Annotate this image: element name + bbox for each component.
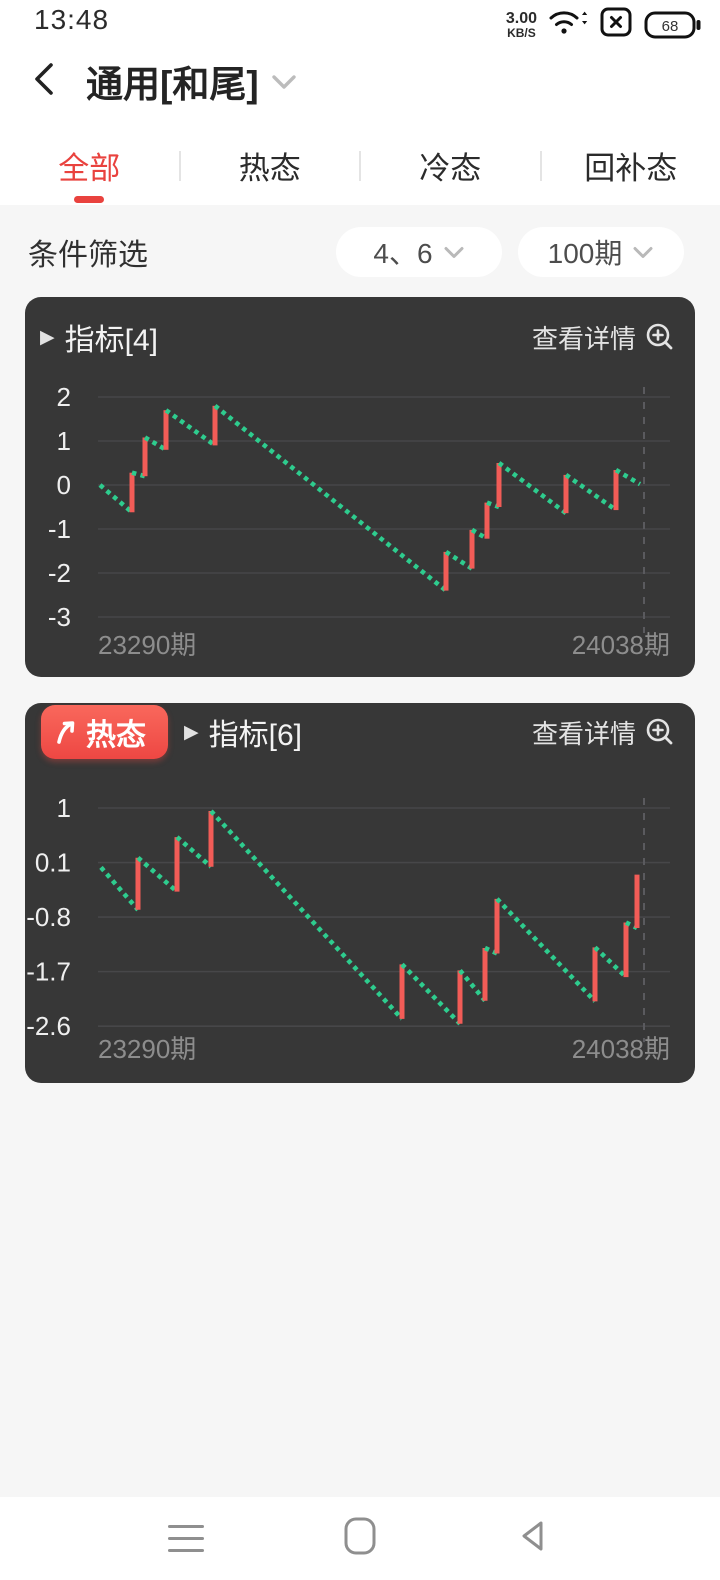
page-title: 通用[和尾]	[86, 64, 259, 105]
filter-dropdown-2[interactable]: 100期	[518, 227, 684, 277]
tab-all[interactable]: 全部	[0, 126, 179, 205]
indicator-chart-4: 2 1 0 -1 -2 -3 23290期 24038期	[48, 382, 670, 660]
svg-text:-2.6: -2.6	[26, 1011, 71, 1041]
chevron-down-icon[interactable]	[271, 73, 297, 96]
network-speed: 3.00 KB/S	[505, 9, 537, 40]
app-bar: 通用[和尾]	[0, 42, 720, 120]
svg-text:-0.8: -0.8	[26, 902, 71, 932]
svg-text:1: 1	[57, 426, 71, 456]
zoom-in-icon	[646, 323, 673, 350]
svg-text:-2: -2	[48, 558, 71, 588]
sim-missing-icon	[599, 6, 633, 43]
status-bar: 13:48 3.00 KB/S 68	[0, 0, 720, 42]
tab-cold[interactable]: 冷态	[419, 151, 482, 186]
triangle-right-icon[interactable]: ▶	[40, 326, 55, 348]
home-icon[interactable]	[343, 1516, 377, 1561]
card-title: 指标[4]	[64, 324, 158, 357]
svg-text:1: 1	[57, 793, 71, 823]
card-title: 指标[6]	[208, 719, 302, 752]
menu-icon[interactable]	[168, 1525, 204, 1552]
clock: 13:48	[34, 4, 110, 35]
tab-hot[interactable]: 热态	[238, 151, 301, 186]
system-navbar	[0, 1497, 720, 1580]
x-start-label: 23290期	[98, 630, 196, 660]
wifi-icon	[548, 7, 588, 42]
indicator-card-6: 热态 ▶ 指标[6] 查看详情 1 0.1 -0.8 -1.7 -2.6 23290期 24…	[25, 703, 695, 1083]
triangle-right-icon[interactable]: ▶	[184, 721, 199, 743]
filter-dropdown-1[interactable]: 4、6	[336, 227, 502, 277]
svg-text:0.1: 0.1	[35, 848, 71, 878]
tab-separator	[178, 150, 181, 181]
chevron-down-icon	[443, 236, 465, 268]
view-detail-button[interactable]: 查看详情	[532, 714, 675, 751]
battery-level: 68	[662, 18, 679, 35]
zoom-in-icon	[646, 718, 673, 745]
chevron-down-icon	[632, 236, 654, 268]
back-triangle-icon[interactable]	[516, 1518, 552, 1559]
x-end-label: 24038期	[572, 1034, 670, 1064]
battery-icon: 68	[644, 10, 702, 40]
filter-label: 条件筛选	[28, 239, 148, 272]
hot-state-badge: 热态	[41, 705, 168, 759]
back-icon[interactable]	[30, 61, 58, 102]
indicator-chart-6: 1 0.1 -0.8 -1.7 -2.6 23290期 24038期	[26, 793, 670, 1064]
dropdown-value: 100期	[547, 238, 623, 269]
svg-text:-1.7: -1.7	[26, 957, 71, 987]
tab-separator	[539, 150, 542, 181]
filter-row: 条件筛选 4、6 100期	[0, 205, 720, 277]
svg-text:0: 0	[57, 470, 71, 500]
dropdown-value: 4、6	[373, 238, 433, 269]
tab-separator	[359, 150, 361, 181]
x-end-label: 24038期	[572, 630, 670, 660]
view-detail-button[interactable]: 查看详情	[532, 319, 675, 356]
content-area: 条件筛选 4、6 100期 ▶ 指标[4] 查看详情 2 1 0 -1 -2 -3 23290…	[0, 205, 720, 1497]
svg-text:-3: -3	[48, 602, 71, 632]
svg-text:-1: -1	[48, 514, 71, 544]
indicator-card-4: ▶ 指标[4] 查看详情 2 1 0 -1 -2 -3 23290期 24038期	[25, 297, 695, 677]
arrow-up-icon	[57, 720, 75, 744]
tabs: 全部 热态 冷态 回补态	[0, 120, 720, 205]
svg-text:2: 2	[57, 382, 71, 412]
x-start-label: 23290期	[98, 1034, 196, 1064]
tab-replenish[interactable]: 回补态	[584, 151, 678, 186]
